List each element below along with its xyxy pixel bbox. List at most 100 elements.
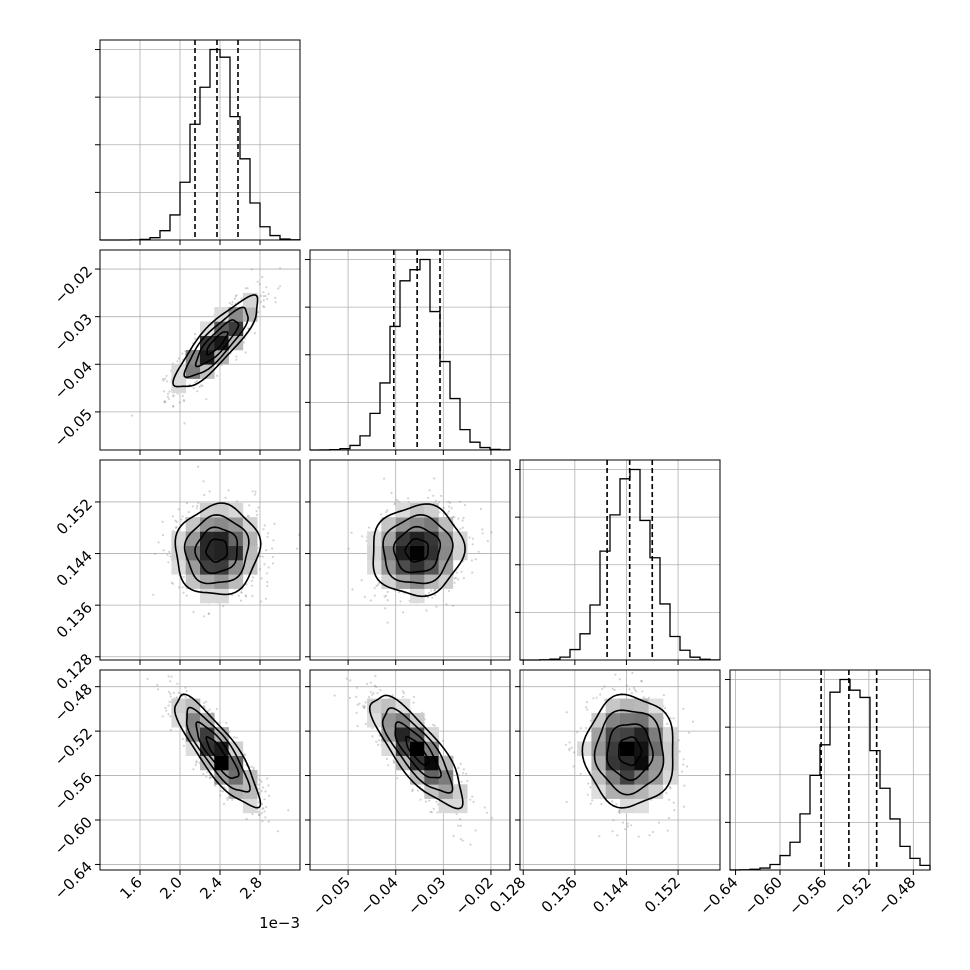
density-cell	[171, 712, 186, 728]
scatter-point	[165, 709, 168, 712]
scatter-point	[460, 780, 463, 783]
density-cell	[214, 560, 229, 575]
density-cell	[228, 321, 244, 336]
scatter-point	[374, 675, 377, 678]
scatter-point	[169, 680, 172, 683]
density-cell	[410, 574, 425, 589]
density-cell	[620, 727, 635, 742]
density-cell	[395, 545, 411, 561]
scatter-point	[411, 789, 414, 793]
scatter-point	[222, 802, 226, 806]
scatter-point	[252, 576, 255, 579]
density-cell	[242, 531, 258, 546]
density-cell	[634, 770, 649, 785]
density-cell	[410, 545, 425, 561]
scatter-point	[182, 398, 185, 402]
scatter-point	[240, 297, 243, 300]
scatter-point	[640, 679, 643, 683]
density-cell	[605, 712, 621, 728]
density-cell	[577, 741, 592, 756]
scatter-point	[262, 786, 265, 789]
scatter-point	[166, 380, 169, 383]
scatter-point	[180, 518, 183, 521]
x-tick-label: 0.136	[538, 873, 581, 916]
scatter-point	[474, 558, 477, 561]
scatter-point	[650, 798, 653, 801]
density-cell	[200, 741, 215, 756]
scatter-point	[637, 835, 640, 838]
density-cell	[662, 770, 678, 785]
density-cell	[200, 755, 215, 771]
scatter-point	[682, 758, 685, 761]
scatter-point	[163, 400, 166, 403]
scatter-point	[259, 294, 262, 297]
scatter-point	[407, 497, 410, 500]
scatter-point	[263, 563, 266, 566]
density-cell	[185, 574, 201, 589]
density-cell	[200, 335, 215, 351]
scatter-point	[380, 513, 383, 516]
x-tick-label: −0.56	[785, 873, 830, 918]
scatter-point	[442, 506, 445, 509]
scatter-point	[195, 507, 198, 510]
scatter-point	[170, 675, 173, 678]
axes-frame	[99, 249, 301, 451]
scatter-point	[396, 777, 399, 780]
scatter-point	[215, 707, 218, 711]
scatter-point	[266, 581, 269, 584]
scatter-point	[183, 422, 186, 425]
scatter-point	[682, 707, 685, 710]
scatter-point	[669, 717, 672, 720]
scatter-point	[272, 539, 275, 542]
scatter-point	[584, 726, 588, 730]
scatter-point	[264, 294, 267, 298]
axes-frame	[99, 459, 301, 661]
scatter-point	[231, 301, 234, 304]
scatter-point	[454, 576, 457, 580]
scatter-point	[191, 505, 194, 508]
density-cell	[620, 741, 635, 756]
scatter-point	[642, 696, 645, 699]
scatter-point	[235, 355, 238, 358]
scatter-point	[433, 589, 436, 592]
y-tick-label: −0.02	[51, 262, 96, 307]
scatter-point	[259, 300, 263, 303]
scatter-point	[358, 702, 361, 705]
scatter-point	[436, 803, 440, 806]
scatter-point	[198, 761, 201, 764]
contour-level	[372, 503, 466, 598]
scatter-point	[157, 688, 160, 691]
scatter-point	[678, 750, 681, 753]
density-cell	[367, 712, 382, 728]
scatter-point	[181, 394, 184, 398]
contour-level	[194, 526, 239, 575]
scatter-point	[364, 722, 367, 726]
scatter-point	[447, 510, 451, 513]
density-cell	[185, 364, 201, 379]
scatter-point	[461, 839, 464, 842]
density-cell	[200, 545, 215, 561]
scatter-point	[247, 515, 250, 518]
contour-level	[205, 538, 229, 563]
scatter-point	[161, 715, 164, 718]
scatter-point	[194, 763, 197, 767]
scatter-point	[174, 519, 177, 522]
contour-level	[205, 736, 229, 767]
scatter-point	[364, 701, 367, 704]
axes-frame	[519, 459, 721, 661]
scatter-point	[208, 490, 211, 493]
scatter-point	[373, 684, 376, 687]
x-offset-label: 1e−3	[259, 914, 300, 932]
scatter-point	[621, 821, 625, 824]
scatter-point	[168, 550, 171, 554]
scatter-point	[260, 789, 263, 793]
density-cell	[200, 588, 215, 604]
scatter-point	[397, 500, 400, 503]
x-tick-label: 0.152	[641, 873, 684, 916]
contour-level	[195, 721, 240, 780]
scatter-point	[258, 778, 261, 782]
scatter-point	[600, 803, 603, 806]
scatter-point	[273, 522, 276, 525]
scatter-point	[375, 584, 378, 588]
contour-level	[581, 693, 674, 809]
